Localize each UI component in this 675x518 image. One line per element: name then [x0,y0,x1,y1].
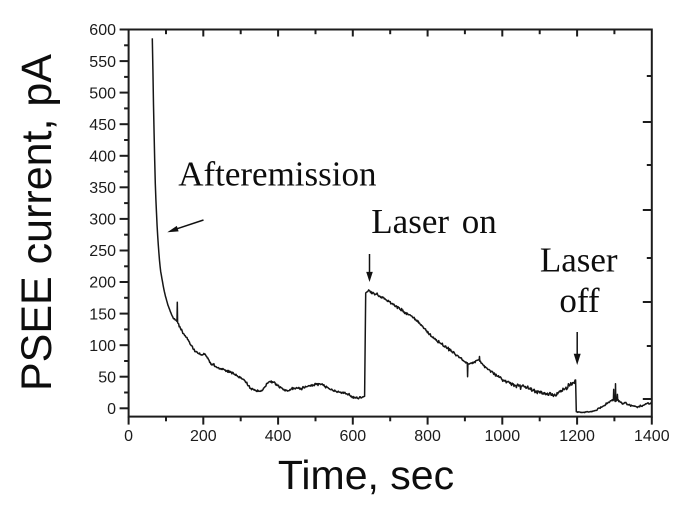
svg-text:Laser: Laser [540,241,618,280]
svg-text:500: 500 [89,85,116,102]
svg-text:0: 0 [107,401,116,418]
svg-text:200: 200 [190,428,217,445]
svg-text:1200: 1200 [559,428,595,445]
svg-text:150: 150 [89,306,116,323]
svg-text:800: 800 [414,428,441,445]
svg-text:PSEE current, pA: PSEE current, pA [13,54,61,391]
svg-text:1400: 1400 [634,428,670,445]
svg-text:400: 400 [265,428,292,445]
svg-text:Laser on: Laser on [371,202,496,241]
svg-text:Afteremission: Afteremission [178,155,376,194]
svg-text:0: 0 [124,428,133,445]
svg-text:200: 200 [89,275,116,292]
svg-text:1000: 1000 [485,428,521,445]
svg-text:550: 550 [89,54,116,71]
svg-text:Time, sec: Time, sec [278,452,454,498]
svg-text:400: 400 [89,149,116,166]
svg-text:300: 300 [89,212,116,229]
svg-text:off: off [559,281,600,320]
svg-text:50: 50 [98,369,116,386]
svg-text:250: 250 [89,243,116,260]
svg-text:450: 450 [89,117,116,134]
svg-text:600: 600 [339,428,366,445]
svg-text:600: 600 [89,22,116,39]
svg-text:350: 350 [89,180,116,197]
svg-text:100: 100 [89,338,116,355]
